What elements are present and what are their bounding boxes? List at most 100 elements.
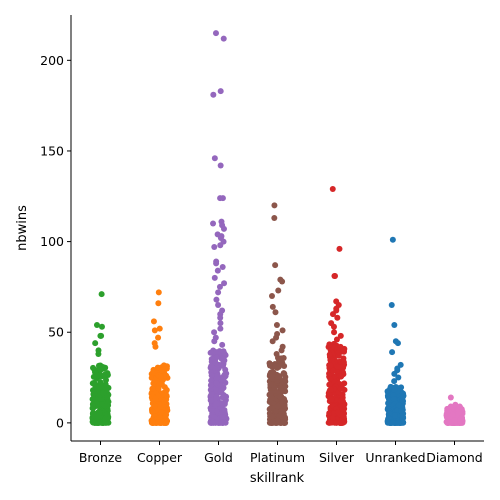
points-layer: [89, 30, 466, 426]
point-copper: [149, 385, 156, 392]
point-bronze: [100, 389, 107, 396]
point-bronze: [103, 402, 110, 409]
point-unranked: [395, 419, 402, 426]
point-gold-outlier: [215, 289, 222, 296]
point-platinum: [269, 373, 276, 380]
point-copper-outlier: [151, 327, 158, 334]
point-silver-outlier: [329, 311, 336, 318]
point-copper: [149, 419, 156, 426]
point-silver: [334, 409, 341, 416]
point-gold-outlier: [216, 283, 223, 290]
point-platinum-outlier: [278, 347, 285, 354]
y-ticks: 0 50 100 150 200: [40, 53, 71, 430]
point-silver: [327, 419, 334, 426]
point-diamond-outlier: [452, 401, 459, 408]
point-gold: [208, 372, 215, 379]
point-gold: [213, 380, 220, 387]
point-platinum: [268, 395, 275, 402]
point-unranked-outlier: [389, 236, 396, 243]
point-diamond: [444, 419, 451, 426]
point-bronze: [89, 380, 96, 387]
point-copper: [158, 367, 165, 374]
point-silver-outlier: [333, 336, 340, 343]
point-gold-outlier: [211, 274, 218, 281]
point-gold-outlier: [220, 35, 227, 42]
point-copper: [149, 409, 156, 416]
point-gold-outlier: [213, 260, 220, 267]
point-silver: [337, 385, 344, 392]
point-silver: [330, 367, 337, 374]
point-silver: [328, 396, 335, 403]
point-platinum: [275, 373, 282, 380]
point-gold: [207, 386, 214, 393]
point-silver: [340, 359, 347, 366]
point-silver-outlier: [337, 332, 344, 339]
point-silver: [334, 363, 341, 370]
x-tick-label-bronze: Bronze: [79, 450, 123, 465]
point-platinum-outlier: [273, 321, 280, 328]
point-silver: [338, 373, 345, 380]
point-unranked: [390, 395, 397, 402]
point-bronze: [104, 371, 111, 378]
point-diamond-outlier: [456, 403, 463, 410]
point-bronze-outlier: [98, 291, 105, 298]
point-diamond: [451, 417, 458, 424]
point-gold-outlier: [210, 91, 217, 98]
x-tick-label-silver: Silver: [319, 450, 355, 465]
point-platinum-outlier: [268, 292, 275, 299]
point-copper-outlier: [152, 343, 159, 350]
point-gold: [213, 408, 220, 415]
point-copper-outlier: [156, 325, 163, 332]
point-unranked-outlier: [388, 302, 395, 309]
point-platinum-outlier: [279, 327, 286, 334]
point-gold: [212, 349, 219, 356]
point-gold: [209, 419, 216, 426]
point-gold: [207, 349, 214, 356]
y-tick-label: 150: [40, 143, 64, 158]
point-gold-outlier: [214, 267, 221, 274]
point-platinum: [271, 385, 278, 392]
point-unranked: [389, 419, 396, 426]
point-platinum: [282, 419, 289, 426]
x-tick-label-platinum: Platinum: [250, 450, 305, 465]
point-platinum-outlier: [273, 350, 280, 357]
point-gold-outlier: [217, 320, 224, 327]
point-copper: [157, 419, 164, 426]
point-platinum: [281, 414, 288, 421]
point-platinum: [267, 381, 274, 388]
y-tick-label: 50: [48, 325, 64, 340]
point-unranked-outlier: [395, 374, 402, 381]
point-gold: [208, 363, 215, 370]
y-tick-label: 200: [40, 53, 64, 68]
point-platinum: [273, 407, 280, 414]
point-unranked: [400, 393, 407, 400]
point-gold: [208, 355, 215, 362]
point-bronze: [96, 409, 103, 416]
x-tick-label-diamond: Diamond: [426, 450, 482, 465]
point-gold: [213, 375, 220, 382]
point-silver-outlier: [329, 186, 336, 193]
point-gold-outlier: [219, 263, 226, 270]
point-silver: [327, 362, 334, 369]
point-gold-outlier: [213, 296, 220, 303]
point-platinum-outlier: [275, 287, 282, 294]
x-tick-label-unranked: Unranked: [365, 450, 425, 465]
point-gold-outlier: [217, 88, 224, 95]
point-silver: [341, 405, 348, 412]
point-bronze-outlier: [92, 340, 99, 347]
point-copper-outlier: [155, 334, 162, 341]
point-gold-outlier: [219, 195, 226, 202]
point-gold-outlier: [220, 225, 227, 232]
point-silver: [335, 348, 342, 355]
point-platinum-outlier: [271, 215, 278, 222]
point-silver: [339, 394, 346, 401]
point-copper: [152, 396, 159, 403]
point-unranked-outlier: [391, 378, 398, 385]
point-gold: [214, 362, 221, 369]
point-platinum: [274, 403, 281, 410]
point-silver: [326, 341, 333, 348]
point-gold: [208, 391, 215, 398]
x-tick-label-gold: Gold: [204, 450, 233, 465]
point-copper-outlier: [150, 318, 157, 325]
point-gold: [218, 386, 225, 393]
